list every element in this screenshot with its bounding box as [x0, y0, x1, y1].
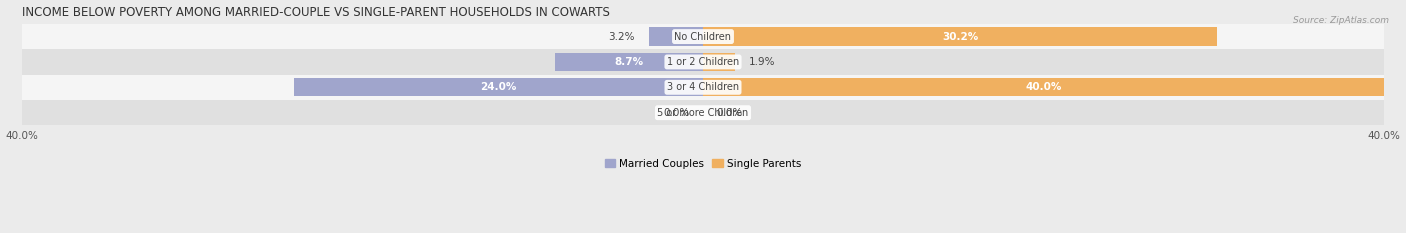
Bar — [703, 27, 1218, 46]
Bar — [22, 49, 1384, 75]
Bar — [22, 100, 1384, 125]
Text: 3 or 4 Children: 3 or 4 Children — [666, 82, 740, 92]
Text: 3.2%: 3.2% — [609, 32, 636, 41]
Text: No Children: No Children — [675, 32, 731, 41]
Text: 0.0%: 0.0% — [664, 108, 689, 118]
Bar — [22, 75, 1384, 100]
Bar — [648, 27, 703, 46]
Text: 0.0%: 0.0% — [717, 108, 742, 118]
Text: 30.2%: 30.2% — [942, 32, 979, 41]
Bar — [555, 53, 703, 71]
Text: 1 or 2 Children: 1 or 2 Children — [666, 57, 740, 67]
Bar — [294, 78, 703, 96]
Text: Source: ZipAtlas.com: Source: ZipAtlas.com — [1294, 16, 1389, 25]
Text: INCOME BELOW POVERTY AMONG MARRIED-COUPLE VS SINGLE-PARENT HOUSEHOLDS IN COWARTS: INCOME BELOW POVERTY AMONG MARRIED-COUPL… — [22, 6, 610, 19]
Bar — [703, 53, 735, 71]
Text: 24.0%: 24.0% — [481, 82, 517, 92]
Text: 8.7%: 8.7% — [614, 57, 644, 67]
Text: 5 or more Children: 5 or more Children — [658, 108, 748, 118]
Legend: Married Couples, Single Parents: Married Couples, Single Parents — [600, 155, 806, 173]
Text: 1.9%: 1.9% — [749, 57, 776, 67]
Text: 40.0%: 40.0% — [1025, 82, 1062, 92]
Bar — [22, 24, 1384, 49]
Bar — [703, 78, 1384, 96]
